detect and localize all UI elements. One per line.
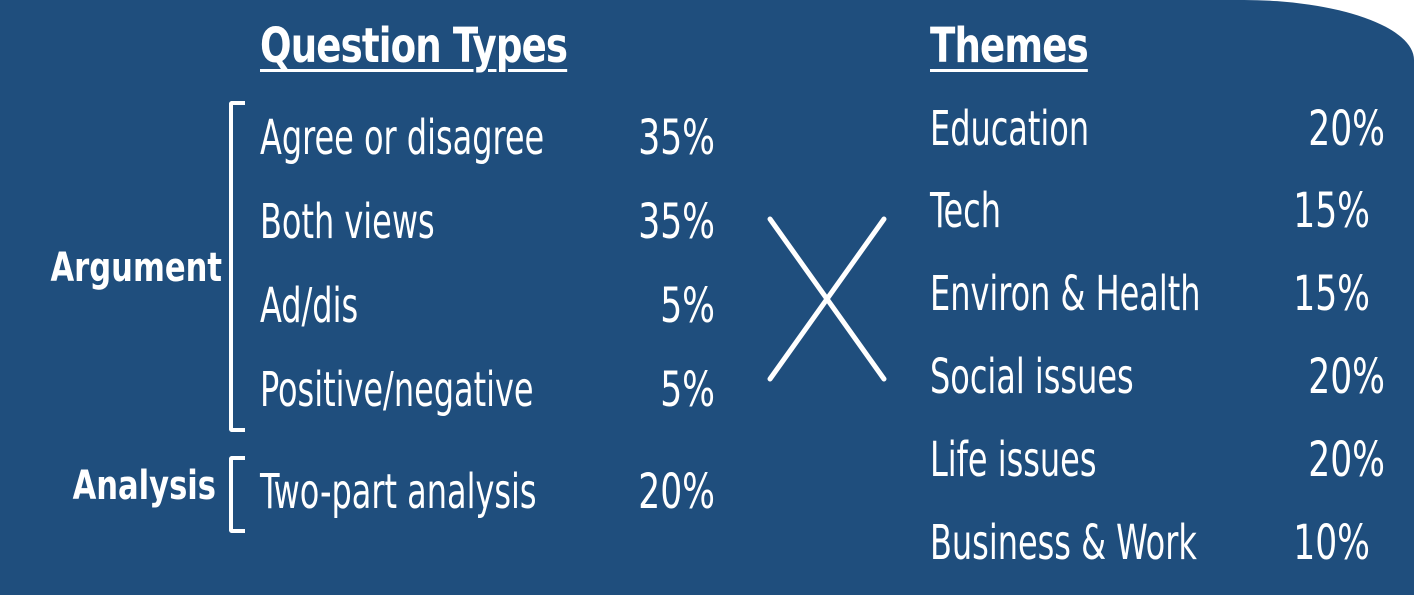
question-types-heading: Question Types [260,18,568,74]
question-type-percent: 35% [638,194,715,250]
themes-heading: Themes [930,18,1089,74]
theme-percent: 15% [1293,266,1370,322]
analysis-bracket [229,456,245,533]
theme-label: Education [930,101,1090,157]
cross-icon [767,216,887,382]
theme-label: Social issues [930,349,1134,405]
theme-percent: 10% [1293,515,1370,571]
theme-percent: 20% [1308,432,1385,488]
theme-label: Environ & Health [930,266,1201,322]
question-type-percent: 5% [660,278,715,334]
question-type-label: Two-part analysis [260,464,537,520]
theme-percent: 15% [1293,183,1370,239]
question-type-percent: 35% [638,110,715,166]
analysis-group-label: Analysis [72,463,217,509]
question-type-percent: 20% [638,464,715,520]
argument-bracket [229,101,245,432]
theme-percent: 20% [1308,349,1385,405]
theme-label: Business & Work [930,515,1197,571]
theme-percent: 20% [1308,101,1385,157]
theme-label: Life issues [930,432,1097,488]
question-type-percent: 5% [660,362,715,418]
question-type-label: Positive/negative [260,362,534,418]
argument-group-label: Argument [50,245,223,291]
question-type-label: Both views [260,194,435,250]
question-type-label: Ad/dis [260,278,359,334]
theme-label: Tech [930,183,1001,239]
question-type-label: Agree or disagree [260,110,545,166]
